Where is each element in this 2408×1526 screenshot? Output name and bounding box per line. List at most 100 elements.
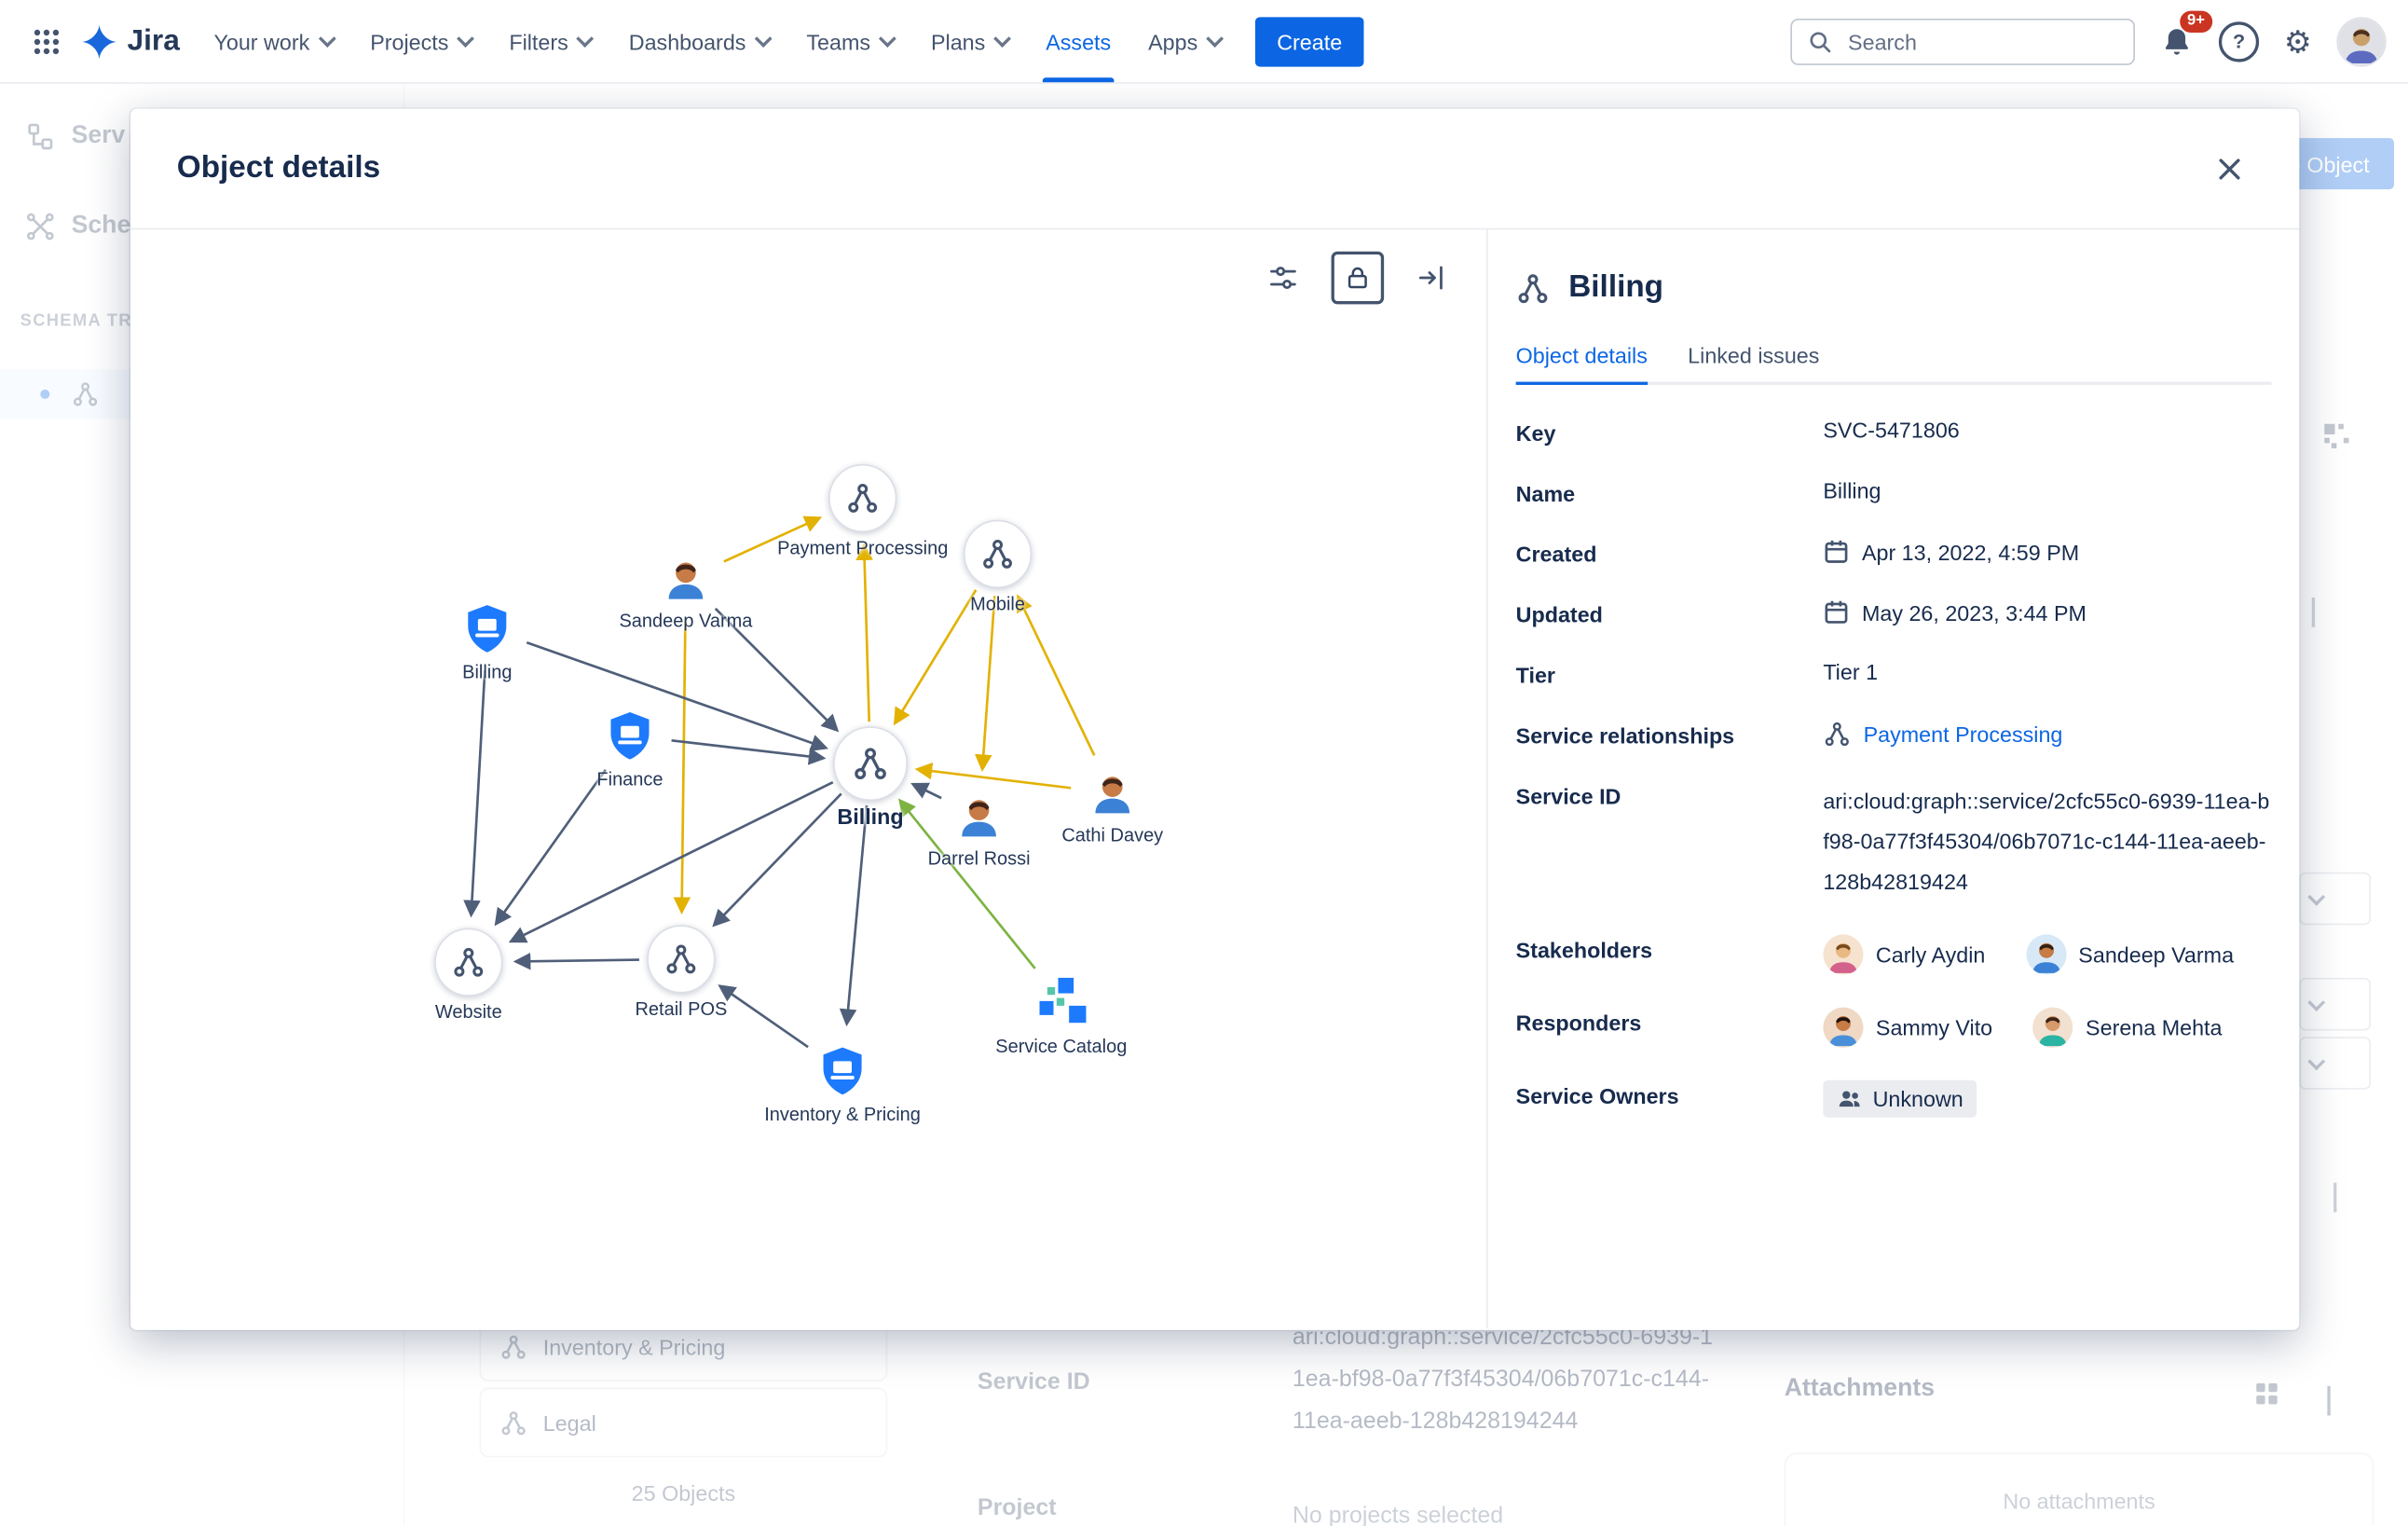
field-value: Unknown <box>1823 1079 1977 1118</box>
profile-avatar[interactable] <box>2336 16 2387 66</box>
field-value: SVC-5471806 <box>1823 417 1960 443</box>
graph-node-inventory-pricing[interactable] <box>816 1045 869 1098</box>
graph-edge-billing-shield-to-website <box>463 670 486 918</box>
graph-edge-retail-pos-to-website <box>513 952 639 970</box>
nav-item-plans[interactable]: Plans <box>912 0 1027 82</box>
graph-node-label-website: Website <box>434 1000 502 1024</box>
graph-node-website[interactable] <box>434 928 503 997</box>
nav-item-filters[interactable]: Filters <box>490 0 609 82</box>
nav-item-dashboards[interactable]: Dashboards <box>610 0 788 82</box>
chevron-down-icon <box>993 30 1012 48</box>
notifications-button[interactable]: 9+ <box>2160 9 2213 59</box>
field-value: May 26, 2023, 3:44 PM <box>1823 599 2086 626</box>
graph-node-retail-pos[interactable] <box>647 925 716 994</box>
create-button[interactable]: Create <box>1254 16 1364 66</box>
field-label: Created <box>1515 542 1597 567</box>
field-label: Key <box>1515 420 1556 446</box>
jira-logo-icon <box>81 22 118 60</box>
graph-edge-mobile-to-darrel-rossi <box>975 596 996 773</box>
field-label: Name <box>1515 481 1576 506</box>
graph-node-label-payment-processing: Payment Processing <box>777 537 949 559</box>
tab-object-details[interactable]: Object details <box>1515 343 1648 385</box>
graph-node-finance[interactable] <box>604 709 657 763</box>
tab-linked-issues[interactable]: Linked issues <box>1688 342 1820 368</box>
notification-badge: 9+ <box>2179 9 2213 33</box>
nav-item-projects[interactable]: Projects <box>351 0 490 82</box>
graph-node-darrel-rossi[interactable] <box>954 791 1004 841</box>
field-updated: Updated May 26, 2023, 3:44 PM <box>1516 599 2272 627</box>
chevron-down-icon <box>1206 30 1225 48</box>
field-responders: Responders Sammy Vito Serena Mehta <box>1515 1007 2272 1048</box>
graph-node-label-billing-shield: Billing <box>462 661 513 683</box>
nav-item-teams[interactable]: Teams <box>787 0 912 82</box>
person-chip-sammy-vito[interactable]: Sammy Vito <box>1823 1007 1993 1048</box>
object-details-modal: Object details <box>130 108 2300 1330</box>
graph-edges <box>463 516 1096 1049</box>
nav-item-your-work[interactable]: Your work <box>195 0 351 82</box>
graph-node-label-service-catalog: Service Catalog <box>995 1035 1128 1057</box>
graph-node-label-finance: Finance <box>596 768 664 790</box>
jira-logo[interactable]: Jira <box>81 22 180 60</box>
search-input[interactable] <box>1844 27 2118 56</box>
service-node-circle <box>434 928 503 997</box>
field-stakeholders: Stakeholders Carly Aydin Sandeep Varma <box>1516 934 2272 975</box>
field-service-id: Service ID ari:cloud:graph::service/2cfc5… <box>1516 780 2272 901</box>
chevron-down-icon <box>754 30 773 48</box>
graph-edge-cathi-davey-to-mobile <box>1016 594 1096 756</box>
owner-chip-label: Unknown <box>1872 1086 1963 1112</box>
graph-node-label-billing: Billing <box>837 804 904 830</box>
field-value: ari:cloud:graph::service/2cfc55c0-6939-1… <box>1823 788 2270 895</box>
gear-icon[interactable]: ⚙ <box>2283 22 2312 61</box>
graph-node-cathi-davey[interactable] <box>1088 768 1137 818</box>
avatar <box>1823 934 1864 975</box>
avatar <box>1823 1007 1864 1048</box>
field-name: Name Billing <box>1516 478 2272 506</box>
graph-node-label-sandeep-varma: Sandeep Varma <box>619 610 753 632</box>
bell-icon <box>2160 24 2195 59</box>
graph-canvas[interactable]: Payment Processing Mobile Sandeep Varma Bil… <box>130 229 1487 1329</box>
graph-expand-button[interactable] <box>1405 251 1459 305</box>
nav-item-label: Filters <box>509 28 568 54</box>
field-label: Responders <box>1515 1010 1642 1036</box>
graph-filter-button[interactable] <box>1256 251 1310 305</box>
graph-toolbar <box>1256 251 1459 305</box>
field-key: Key SVC-5471806 <box>1516 418 2272 446</box>
graph-node-sandeep-varma[interactable] <box>661 554 710 603</box>
app-switcher-icon[interactable] <box>21 16 71 65</box>
graph-lock-button[interactable] <box>1331 251 1385 305</box>
graph-edge-billing-to-retail-pos <box>712 792 842 928</box>
person-chip-serena-mehta[interactable]: Serena Mehta <box>2032 1007 2223 1048</box>
graph-node-mobile[interactable] <box>963 519 1033 589</box>
graph-node-billing[interactable] <box>833 726 908 802</box>
graph-node-billing-shield[interactable] <box>460 602 513 655</box>
close-icon[interactable] <box>2207 145 2253 192</box>
graph-edge-mobile-to-billing <box>893 589 978 726</box>
field-label: Tier <box>1515 662 1556 688</box>
nav-item-assets[interactable]: Assets <box>1027 0 1129 83</box>
chevron-down-icon <box>318 30 335 48</box>
help-icon[interactable]: ? <box>2218 21 2260 62</box>
object-share-icon <box>1516 271 1551 306</box>
field-value: Carly Aydin Sandeep Varma <box>1823 934 2262 975</box>
person-chip-carly-aydin[interactable]: Carly Aydin <box>1823 934 1986 975</box>
person-name: Carly Aydin <box>1875 942 1986 968</box>
person-name: Sammy Vito <box>1875 1014 1993 1040</box>
nav-item-apps[interactable]: Apps <box>1129 0 1239 82</box>
service-node-circle <box>828 463 897 533</box>
graph-node-payment-processing[interactable] <box>828 463 897 533</box>
field-value: Tier 1 <box>1823 659 1879 685</box>
graph-edge-service-catalog-to-billing <box>897 798 1036 969</box>
field-value: Apr 13, 2022, 4:59 PM <box>1823 539 2079 565</box>
graph-edge-finance-to-website <box>494 769 607 927</box>
person-name: Serena Mehta <box>2086 1014 2223 1040</box>
graph-node-service-catalog[interactable] <box>1033 973 1089 1029</box>
field-value-text: Apr 13, 2022, 4:59 PM <box>1861 539 2080 565</box>
chevron-down-icon <box>457 30 475 48</box>
field-value: Payment Processing <box>1823 721 2062 749</box>
top-navigation: Jira Your work Projects Filters Dashboards T… <box>0 0 2408 84</box>
primary-nav: Your work Projects Filters Dashboards Teams P… <box>195 0 1239 83</box>
related-object-link[interactable]: Payment Processing <box>1863 722 2063 747</box>
graph-edge-sandeep-varma-to-retail-pos <box>673 620 691 915</box>
object-panel: Billing Object details Linked issues Key S… <box>1486 229 2299 1329</box>
person-chip-sandeep-varma[interactable]: Sandeep Varma <box>2025 934 2234 975</box>
